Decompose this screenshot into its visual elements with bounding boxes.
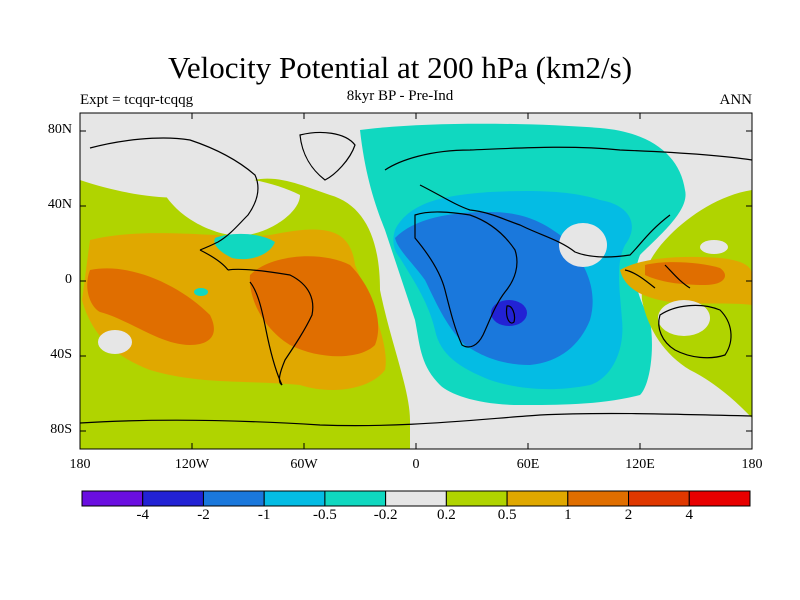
lat-tick-label: 40N xyxy=(47,197,72,212)
negative-core xyxy=(491,300,527,326)
lon-tick-label: 180 xyxy=(741,457,763,472)
axis-ticks xyxy=(79,113,753,449)
positive-region-west-4 xyxy=(249,256,379,357)
colorbar-box xyxy=(202,490,265,507)
colorbar-label: -2 xyxy=(197,507,210,523)
colorbar-box xyxy=(688,490,751,507)
colorbar-box xyxy=(81,490,144,507)
colorbar-label: -0.2 xyxy=(373,507,398,523)
map-title: Velocity Potential at 200 hPa (km2/s) xyxy=(167,50,633,85)
colorbar-box xyxy=(567,490,630,507)
positive-region-west-3 xyxy=(87,268,214,345)
lat-tick-label: 0 xyxy=(65,272,72,287)
map-plot-area xyxy=(80,113,752,449)
colorbar-box xyxy=(263,490,326,507)
lat-tick-label: 80S xyxy=(50,422,72,437)
colorbar-box xyxy=(445,490,508,507)
colorbar-label: 0.5 xyxy=(497,507,517,523)
lon-tick-label: 120E xyxy=(625,457,655,472)
colorbar-label: 2 xyxy=(624,507,633,523)
lon-tick-label: 60E xyxy=(516,457,540,472)
colorbar-label: 0.2 xyxy=(436,507,456,523)
colorbar-label: -1 xyxy=(257,507,271,523)
positive-region-maritime-3 xyxy=(645,262,725,285)
colorbar xyxy=(81,490,751,507)
lon-tick-label: 180 xyxy=(69,457,91,472)
colorbar-box xyxy=(324,490,387,507)
lat-tick-label: 80N xyxy=(47,122,72,137)
neutral-patch-3 xyxy=(559,223,607,267)
colorbar-label: -4 xyxy=(136,507,149,523)
negative-patch-small xyxy=(194,288,208,296)
colorbar-label: 4 xyxy=(685,507,694,523)
colorbar-box xyxy=(628,490,690,507)
lon-tick-label: 0 xyxy=(412,457,420,472)
lon-tick-label: 60W xyxy=(290,457,318,472)
colorbar-box xyxy=(385,490,447,507)
period-label: 8kyr BP - Pre-Ind xyxy=(346,88,454,104)
neutral-patch-1 xyxy=(160,176,300,236)
colorbar-box xyxy=(142,490,204,507)
season-label: ANN xyxy=(719,92,753,108)
colorbar-label: -0.5 xyxy=(313,507,337,523)
negative-patch-caribbean xyxy=(214,233,275,260)
colorbar-box xyxy=(506,490,569,507)
neutral-patch-2 xyxy=(98,330,132,354)
neutral-patch-4 xyxy=(700,240,728,254)
coastlines xyxy=(80,131,752,427)
negative-region-east-3 xyxy=(395,212,593,365)
colorbar-label: 1 xyxy=(564,507,572,523)
experiment-label: Expt = tcqqr-tcqqg xyxy=(80,92,194,108)
lat-tick-label: 40S xyxy=(50,347,72,362)
lon-tick-label: 120W xyxy=(174,457,210,472)
